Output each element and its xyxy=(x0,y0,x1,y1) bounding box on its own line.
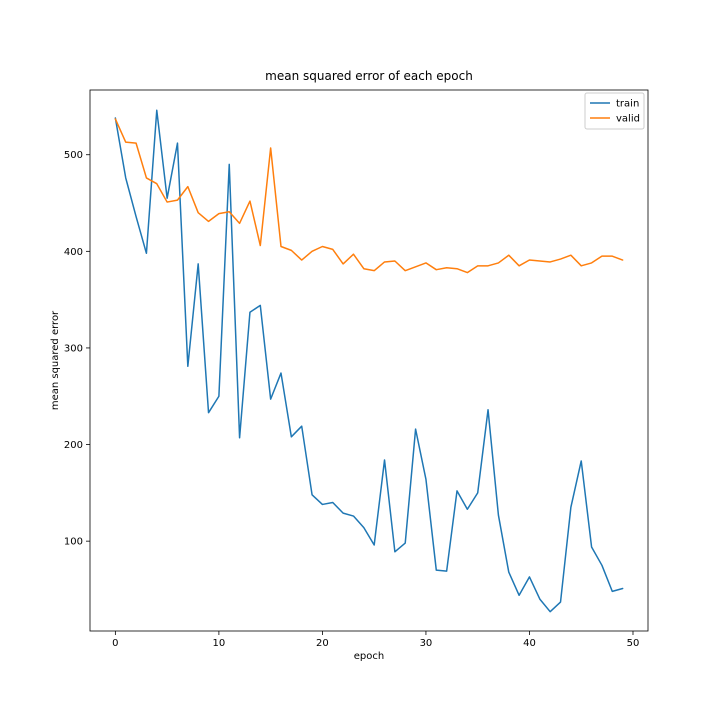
chart-title: mean squared error of each epoch xyxy=(265,69,473,83)
x-axis: 0 10 20 30 40 50 xyxy=(112,631,639,649)
x-axis-label: epoch xyxy=(354,651,384,662)
series-layer xyxy=(114,109,624,613)
series-line-valid xyxy=(114,118,624,274)
x-tick-label: 30 xyxy=(420,638,433,649)
legend: train valid xyxy=(584,92,645,130)
y-axis: 100 200 300 400 500 xyxy=(64,150,90,548)
legend-label-train: train xyxy=(616,99,639,110)
legend-box xyxy=(584,92,645,130)
y-tick-label: 400 xyxy=(64,247,83,258)
axes-border xyxy=(89,89,649,632)
x-tick-label: 0 xyxy=(112,638,118,649)
y-tick-label: 100 xyxy=(64,537,83,548)
y-tick-label: 200 xyxy=(64,440,83,451)
x-tick-label: 50 xyxy=(627,638,640,649)
legend-label-valid: valid xyxy=(616,114,640,125)
y-tick-label: 500 xyxy=(64,150,83,161)
plot-area xyxy=(89,89,649,632)
x-tick-label: 20 xyxy=(316,638,329,649)
y-tick-label: 300 xyxy=(64,343,83,354)
series-line-train xyxy=(114,109,624,613)
x-tick-label: 10 xyxy=(213,638,226,649)
y-axis-label: mean squared error xyxy=(50,310,61,410)
x-tick-label: 40 xyxy=(523,638,536,649)
